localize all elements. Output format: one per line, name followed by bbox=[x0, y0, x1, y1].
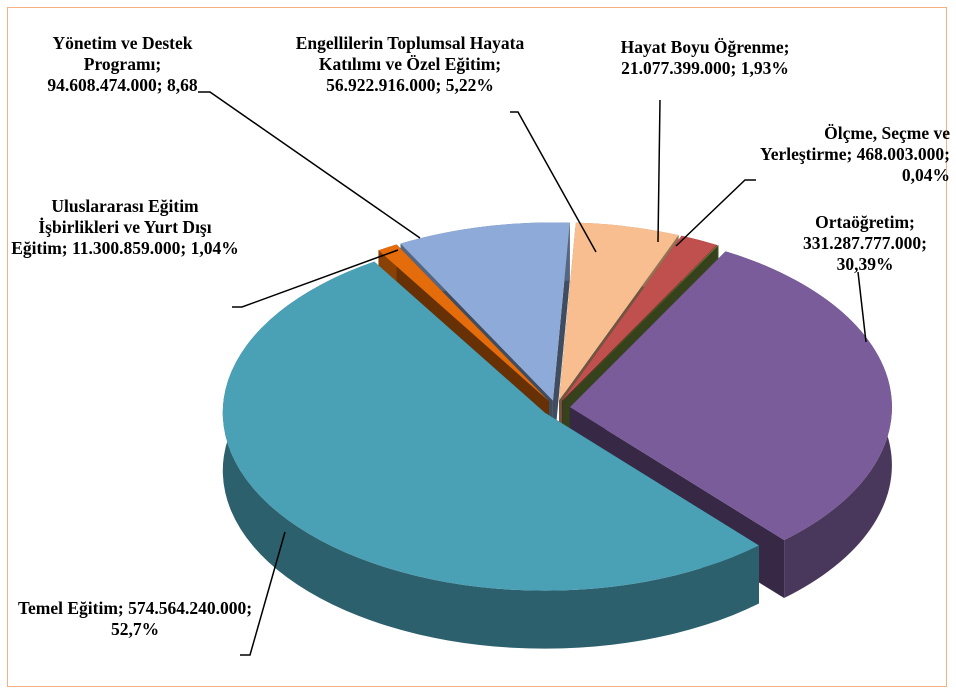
slice bbox=[222, 261, 759, 591]
slice-label: Uluslararası Eğitim İşbirlikleri ve Yurt… bbox=[11, 196, 239, 258]
slice bbox=[562, 245, 719, 402]
slice-label: Hayat Boyu Öğrenme; 21.077.399.000; 1,93… bbox=[620, 37, 790, 78]
slice-label: Temel Eğitim; 574.564.240.000; 52,7% bbox=[17, 598, 253, 639]
frame bbox=[7, 7, 947, 687]
slice-wall bbox=[222, 261, 759, 649]
slice bbox=[378, 244, 549, 402]
leader-line bbox=[510, 111, 597, 253]
slice-side bbox=[552, 222, 570, 459]
slice bbox=[561, 235, 717, 402]
leader-line bbox=[657, 99, 661, 243]
slice-label: Yönetim ve Destek Programı; 94.608.474.0… bbox=[47, 33, 198, 95]
slice bbox=[400, 222, 570, 401]
slice-label: Engellilerin Toplumsal Hayata Katılımı v… bbox=[295, 33, 525, 95]
slice-label: Ortaöğretim; 331.287.777.000; 30,39% bbox=[803, 212, 927, 274]
slice bbox=[559, 222, 679, 401]
leader-line bbox=[857, 271, 867, 343]
leader-line bbox=[232, 249, 399, 308]
slice-label: Ölçme, Seçme ve Yerleştirme; 468.003.000… bbox=[760, 123, 951, 185]
leader-line bbox=[198, 91, 421, 239]
leader-line bbox=[675, 179, 756, 247]
pie bbox=[222, 222, 892, 649]
leader-lines bbox=[198, 91, 867, 656]
leader-line bbox=[240, 531, 286, 656]
slice bbox=[569, 251, 892, 541]
